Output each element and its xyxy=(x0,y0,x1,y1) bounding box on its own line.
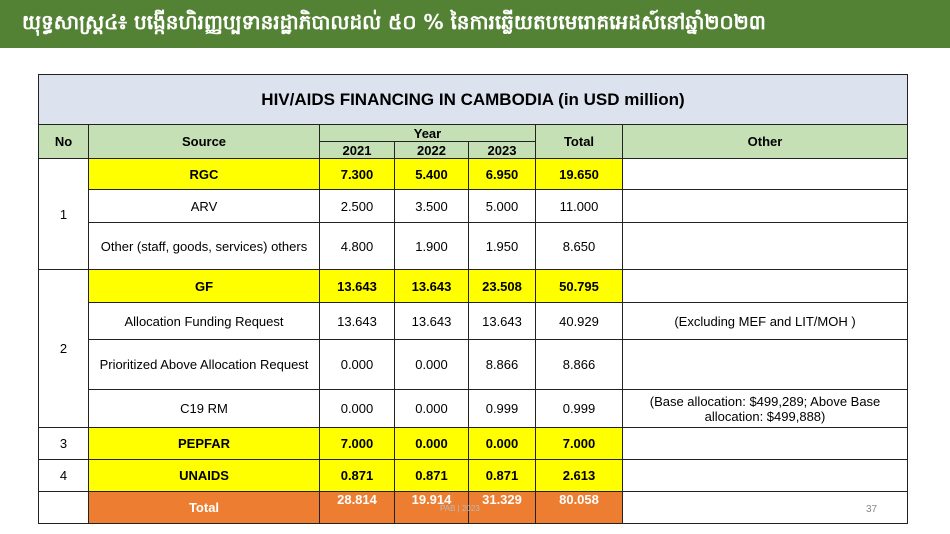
other xyxy=(621,269,909,303)
row-number: 1 xyxy=(38,158,89,270)
value: 3.500 xyxy=(394,189,469,223)
table-row: 2 GF 13.643 13.643 23.508 50.795 xyxy=(38,269,909,428)
row-number: 3 xyxy=(38,427,89,460)
source: C19 RM xyxy=(88,389,320,428)
value: 1.900 xyxy=(394,222,469,270)
footer-note: PAB | 2023 xyxy=(440,504,480,513)
value: 2.613 xyxy=(535,459,623,492)
other: (Base allocation: $499,289; Above Base a… xyxy=(621,389,909,428)
source: Other (staff, goods, services) others xyxy=(88,222,320,270)
other xyxy=(621,459,909,492)
header-year-value: 2022 xyxy=(394,141,469,159)
total-label: Total xyxy=(88,491,320,524)
value: 2.500 xyxy=(319,189,395,223)
source: RGC xyxy=(88,158,320,190)
other xyxy=(621,427,909,460)
other: (Excluding MEF and LIT/MOH ) xyxy=(621,302,909,340)
page-number: 37 xyxy=(866,504,878,515)
table-row: 4 UNAIDS 0.871 0.871 0.871 2.613 xyxy=(38,459,909,492)
header-year-value: 2023 xyxy=(468,141,536,159)
value: 7.000 xyxy=(535,427,623,460)
header-year: Year xyxy=(319,124,536,142)
value: 0.871 xyxy=(319,459,395,492)
table-row: ARV 2.500 3.500 5.000 11.000 xyxy=(39,189,909,223)
other xyxy=(621,222,909,270)
value: 40.929 xyxy=(535,302,623,340)
value: 8.866 xyxy=(535,339,623,390)
value: 8.650 xyxy=(535,222,623,270)
value: 23.508 xyxy=(468,269,536,303)
value: 13.643 xyxy=(319,269,395,303)
source: ARV xyxy=(88,189,320,223)
value: 0.000 xyxy=(319,389,395,428)
value: 13.643 xyxy=(319,302,395,340)
value: 7.300 xyxy=(319,158,395,190)
value: 13.643 xyxy=(468,302,536,340)
table-title: HIV/AIDS FINANCING IN CAMBODIA (in USD m… xyxy=(37,74,909,125)
other xyxy=(621,158,909,190)
source: PEPFAR xyxy=(88,427,320,460)
source: GF xyxy=(88,269,320,303)
value: 5.400 xyxy=(394,158,469,190)
total-value: 19.914 xyxy=(394,491,469,524)
value: 5.000 xyxy=(468,189,536,223)
value: 11.000 xyxy=(535,189,623,223)
value: 0.000 xyxy=(394,389,469,428)
total-row: Total 28.814 19.914 31.329 80.058 xyxy=(38,491,909,524)
table-row: Prioritized Above Allocation Request 0.00… xyxy=(39,339,909,390)
source: Allocation Funding Request xyxy=(88,302,320,340)
header-source: Source xyxy=(88,124,320,159)
value: 0.999 xyxy=(535,389,623,428)
other xyxy=(621,339,909,390)
value: 13.643 xyxy=(394,302,469,340)
other xyxy=(621,189,909,223)
value: 0.000 xyxy=(394,427,469,460)
value: 8.866 xyxy=(468,339,536,390)
table-row: 1 RGC 7.300 5.400 6.950 19.650 xyxy=(38,158,909,270)
source: Prioritized Above Allocation Request xyxy=(88,339,320,390)
value: 1.950 xyxy=(468,222,536,270)
value: 7.000 xyxy=(319,427,395,460)
header-no: No xyxy=(38,124,89,159)
value: 0.871 xyxy=(394,459,469,492)
table-row: Allocation Funding Request 13.643 13.643 13… xyxy=(39,302,909,340)
value: 0.000 xyxy=(468,427,536,460)
value: 13.643 xyxy=(394,269,469,303)
header-other: Other xyxy=(621,124,909,159)
header-year-value: 2021 xyxy=(319,141,395,159)
row-number: 4 xyxy=(38,459,89,492)
table-row: 3 PEPFAR 7.000 0.000 0.000 7.000 xyxy=(38,427,909,460)
table-row: Other (staff, goods, services) others 4.8… xyxy=(39,222,909,270)
total-value: 28.814 xyxy=(319,491,395,524)
value: 0.000 xyxy=(394,339,469,390)
value: 0.871 xyxy=(468,459,536,492)
slide-title: យុទ្ធសាស្ត្រ៤៖ បង្កើនហិរញ្ញប្បទានរដ្ឋាភិ… xyxy=(0,0,950,48)
financing-table: HIV/AIDS FINANCING IN CAMBODIA (in USD m… xyxy=(37,74,909,524)
value: 0.000 xyxy=(319,339,395,390)
value: 19.650 xyxy=(535,158,623,190)
total-value: 31.329 xyxy=(468,491,536,524)
header-total: Total xyxy=(535,124,623,159)
empty-cell xyxy=(621,491,909,524)
total-value: 80.058 xyxy=(535,491,623,524)
value: 0.999 xyxy=(468,389,536,428)
value: 50.795 xyxy=(535,269,623,303)
value: 6.950 xyxy=(468,158,536,190)
row-number: 2 xyxy=(38,269,89,428)
empty-cell xyxy=(38,491,89,524)
value: 4.800 xyxy=(319,222,395,270)
table-row: C19 RM 0.000 0.000 0.999 0.999 (Base allocati… xyxy=(39,389,909,428)
source: UNAIDS xyxy=(88,459,320,492)
